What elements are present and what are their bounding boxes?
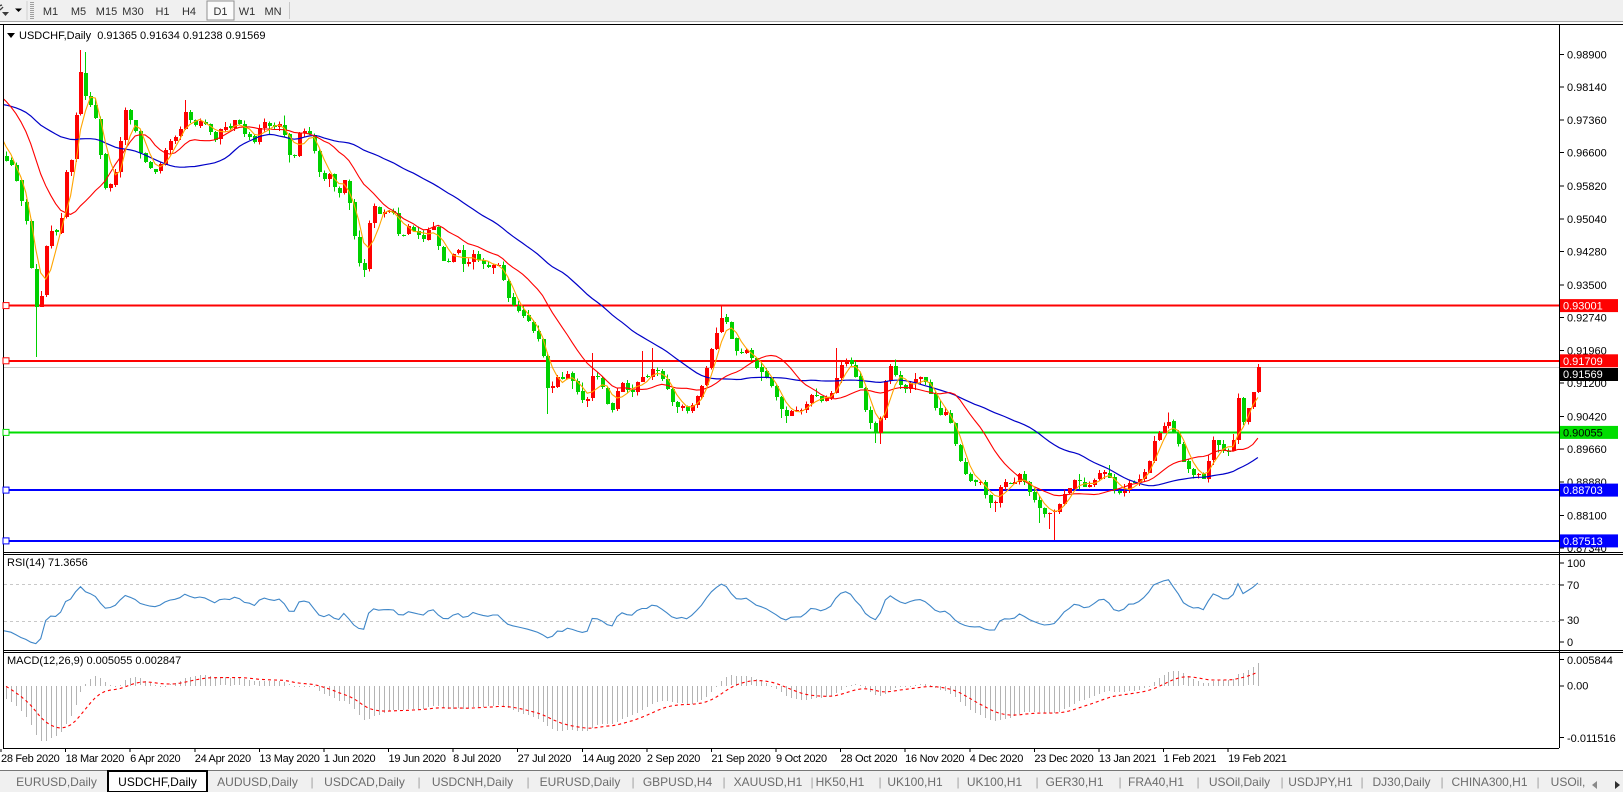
svg-text:USOil,Daily: USOil,Daily <box>1209 775 1270 789</box>
svg-text:|: | <box>310 775 313 789</box>
svg-text:0.92740: 0.92740 <box>1567 312 1607 324</box>
svg-text:M30: M30 <box>122 6 143 18</box>
svg-text:|: | <box>722 775 725 789</box>
svg-text:19 Jun 2020: 19 Jun 2020 <box>389 753 446 765</box>
svg-text:0.90055: 0.90055 <box>1563 427 1603 439</box>
svg-text:1 Jun 2020: 1 Jun 2020 <box>324 753 376 765</box>
svg-text:|: | <box>1280 775 1283 789</box>
svg-text:|: | <box>526 775 529 789</box>
svg-text:|: | <box>810 775 813 789</box>
svg-text:0.95820: 0.95820 <box>1567 181 1607 193</box>
svg-text:USDCAD,Daily: USDCAD,Daily <box>324 775 405 789</box>
svg-text:0.95040: 0.95040 <box>1567 214 1607 226</box>
svg-text:|: | <box>1360 775 1363 789</box>
svg-text:USDCHF,Daily: USDCHF,Daily <box>118 775 197 789</box>
svg-text:21 Sep 2020: 21 Sep 2020 <box>711 753 770 765</box>
svg-text:23 Dec 2020: 23 Dec 2020 <box>1034 753 1093 765</box>
svg-text:9 Oct 2020: 9 Oct 2020 <box>776 753 827 765</box>
svg-text:0.88703: 0.88703 <box>1563 485 1603 497</box>
svg-text:EURUSD,Daily: EURUSD,Daily <box>540 775 621 789</box>
svg-text:D1: D1 <box>213 6 227 18</box>
svg-text:18 Mar 2020: 18 Mar 2020 <box>66 753 125 765</box>
svg-text:14 Aug 2020: 14 Aug 2020 <box>582 753 641 765</box>
svg-text:0.005844: 0.005844 <box>1567 655 1613 667</box>
svg-text:0.91569: 0.91569 <box>1563 369 1603 381</box>
svg-text:|: | <box>956 775 959 789</box>
svg-text:0.97360: 0.97360 <box>1567 115 1607 127</box>
svg-text:DJ30,Daily: DJ30,Daily <box>1372 775 1430 789</box>
svg-text:4 Dec 2020: 4 Dec 2020 <box>970 753 1023 765</box>
svg-text:|: | <box>1035 775 1038 789</box>
svg-text:|: | <box>1196 775 1199 789</box>
svg-text:|: | <box>878 775 881 789</box>
svg-text:0.87513: 0.87513 <box>1563 536 1603 548</box>
svg-text:-0.011516: -0.011516 <box>1567 733 1616 745</box>
svg-text:0.98140: 0.98140 <box>1567 82 1607 94</box>
svg-text:USDJPY,H1: USDJPY,H1 <box>1288 775 1353 789</box>
svg-text:0.98900: 0.98900 <box>1567 50 1607 62</box>
svg-text:M5: M5 <box>71 6 86 18</box>
svg-text:2 Sep 2020: 2 Sep 2020 <box>647 753 700 765</box>
svg-text:16 Nov 2020: 16 Nov 2020 <box>905 753 964 765</box>
svg-text:RSI(14) 71.3656: RSI(14) 71.3656 <box>7 557 88 569</box>
svg-text:XAUUSD,H1: XAUUSD,H1 <box>734 775 803 789</box>
svg-text:8 Jul 2020: 8 Jul 2020 <box>453 753 501 765</box>
svg-text:100: 100 <box>1567 558 1585 570</box>
svg-text:0.88100: 0.88100 <box>1567 510 1607 522</box>
svg-text:0.89660: 0.89660 <box>1567 444 1607 456</box>
svg-text:6 Apr 2020: 6 Apr 2020 <box>130 753 180 765</box>
svg-text:UK100,H1: UK100,H1 <box>887 775 943 789</box>
svg-text:28 Oct 2020: 28 Oct 2020 <box>841 753 898 765</box>
svg-text:|: | <box>1440 775 1443 789</box>
svg-text:13 Jan 2021: 13 Jan 2021 <box>1099 753 1156 765</box>
svg-text:0.91709: 0.91709 <box>1563 356 1603 368</box>
svg-text:30: 30 <box>1567 615 1579 627</box>
svg-text:W1: W1 <box>239 6 256 18</box>
svg-text:H1: H1 <box>155 6 169 18</box>
svg-text:USDCNH,Daily: USDCNH,Daily <box>432 775 513 789</box>
svg-text:13 May 2020: 13 May 2020 <box>259 753 319 765</box>
svg-text:27 Jul 2020: 27 Jul 2020 <box>518 753 572 765</box>
svg-text:0.93500: 0.93500 <box>1567 280 1607 292</box>
svg-text:|: | <box>631 775 634 789</box>
svg-text:USOil,: USOil, <box>1551 775 1586 789</box>
svg-text:|: | <box>1536 775 1539 789</box>
svg-text:M1: M1 <box>43 6 58 18</box>
svg-text:UK100,H1: UK100,H1 <box>967 775 1023 789</box>
svg-text:MACD(12,26,9) 0.005055 0.00284: MACD(12,26,9) 0.005055 0.002847 <box>7 655 181 667</box>
svg-text:AUDUSD,Daily: AUDUSD,Daily <box>217 775 298 789</box>
svg-text:GER30,H1: GER30,H1 <box>1045 775 1103 789</box>
svg-text:24 Apr 2020: 24 Apr 2020 <box>195 753 251 765</box>
svg-text:0.93001: 0.93001 <box>1563 301 1603 313</box>
svg-text:0.00: 0.00 <box>1567 681 1588 693</box>
svg-text:GBPUSD,H4: GBPUSD,H4 <box>643 775 713 789</box>
svg-text:USDCHF,Daily 0.91365 0.91634: USDCHF,Daily 0.91365 0.91634 0.91238 0.9… <box>19 30 265 42</box>
svg-text:0.96600: 0.96600 <box>1567 148 1607 160</box>
svg-text:|: | <box>417 775 420 789</box>
svg-text:M15: M15 <box>96 6 117 18</box>
svg-text:28 Feb 2020: 28 Feb 2020 <box>1 753 60 765</box>
svg-text:FRA40,H1: FRA40,H1 <box>1128 775 1184 789</box>
svg-text:MN: MN <box>264 6 281 18</box>
svg-text:CHINA300,H1: CHINA300,H1 <box>1451 775 1527 789</box>
svg-text:0.94280: 0.94280 <box>1567 247 1607 259</box>
svg-text:0.91200: 0.91200 <box>1567 378 1607 390</box>
svg-text:0: 0 <box>1567 637 1573 649</box>
svg-text:EURUSD,Daily: EURUSD,Daily <box>16 775 97 789</box>
svg-text:70: 70 <box>1567 580 1579 592</box>
svg-text:1 Feb 2021: 1 Feb 2021 <box>1164 753 1217 765</box>
svg-text:19 Feb 2021: 19 Feb 2021 <box>1228 753 1287 765</box>
svg-text:0.90420: 0.90420 <box>1567 411 1607 423</box>
svg-text:H4: H4 <box>182 6 196 18</box>
svg-text:HK50,H1: HK50,H1 <box>816 775 865 789</box>
svg-text:|: | <box>1118 775 1121 789</box>
